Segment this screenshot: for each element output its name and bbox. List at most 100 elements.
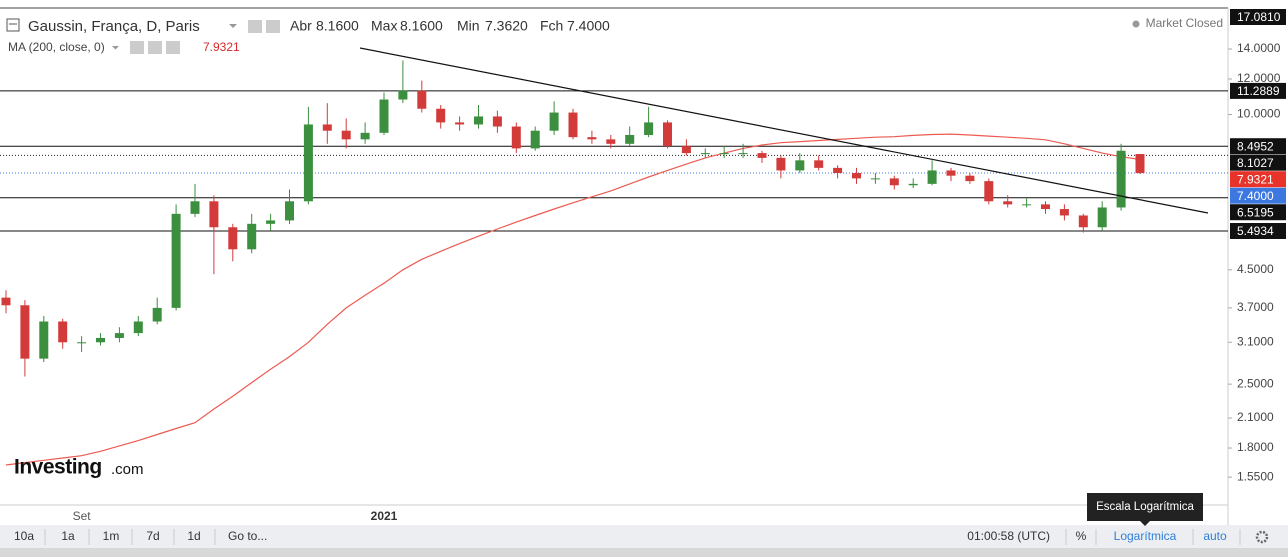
y-tick-label: 12.0000 xyxy=(1237,71,1281,85)
candle-body xyxy=(1059,209,1069,216)
candle-body xyxy=(417,90,427,109)
settings-icon[interactable] xyxy=(1255,530,1269,544)
candle-body xyxy=(58,321,68,343)
candle-body xyxy=(303,124,313,202)
level-label: 7.9321 xyxy=(1237,172,1274,186)
candle-body xyxy=(681,146,691,154)
caret[interactable] xyxy=(229,24,237,28)
candle-body xyxy=(663,122,672,147)
candle-body xyxy=(1003,201,1013,205)
tooltip xyxy=(1087,493,1203,521)
logo-brand: Investing xyxy=(14,456,102,479)
candle-body xyxy=(927,170,937,184)
range-group: 10a 1a 1m 7d 1d xyxy=(14,529,216,545)
toolbar xyxy=(0,525,1288,548)
y-tick-label: 1.5500 xyxy=(1237,469,1274,483)
candle-body xyxy=(96,337,105,343)
icon[interactable] xyxy=(248,20,262,33)
icon[interactable] xyxy=(130,41,144,54)
menu-icon[interactable] xyxy=(6,18,20,32)
candle-body xyxy=(984,181,994,202)
candle-body xyxy=(322,124,332,131)
candle-body xyxy=(870,178,880,180)
candle-body xyxy=(625,134,635,144)
candle-body xyxy=(549,112,559,131)
status-dot xyxy=(1132,20,1140,28)
level-label-box xyxy=(1230,9,1286,25)
candle-body xyxy=(530,130,540,149)
candle-body xyxy=(795,160,805,171)
y-tick-label: 2.5000 xyxy=(1237,376,1274,390)
candle-body xyxy=(20,305,30,359)
percent-button[interactable]: % xyxy=(1076,529,1087,543)
logo-suffix: .com xyxy=(111,461,144,478)
auto-button[interactable]: auto xyxy=(1203,529,1227,543)
candle-body xyxy=(436,108,446,123)
ma-line xyxy=(5,133,1141,466)
log-button[interactable]: Logarítmica xyxy=(1114,529,1177,543)
level-label: 6.5195 xyxy=(1237,205,1274,219)
candle-body xyxy=(1135,154,1145,174)
icon[interactable] xyxy=(166,41,180,54)
instrument-title: Gaussin, França, D, Paris xyxy=(28,18,200,35)
y-tick-label: 1.8000 xyxy=(1237,440,1274,454)
candle-body xyxy=(228,227,238,250)
candle-body xyxy=(644,122,654,135)
range-button[interactable]: 1d xyxy=(187,529,200,543)
level-label: 8.4952 xyxy=(1237,139,1274,153)
level-label: 17.0810 xyxy=(1237,10,1281,24)
candle-body xyxy=(455,122,465,125)
low-value: 7.3620 xyxy=(485,18,528,34)
open-label: Abr xyxy=(290,18,312,34)
candle-body xyxy=(360,132,370,140)
candle-body xyxy=(1078,215,1088,228)
goto-button[interactable]: Go to... xyxy=(228,529,267,543)
candle-body xyxy=(965,175,975,182)
range-button[interactable]: 1m xyxy=(103,529,120,543)
icon[interactable] xyxy=(266,20,280,33)
close-label: Fch xyxy=(540,18,563,34)
y-tick-label: 14.0000 xyxy=(1237,41,1281,55)
candle-body xyxy=(1116,150,1126,208)
candle-body xyxy=(247,223,257,250)
candle-body xyxy=(285,201,294,221)
candle-body xyxy=(114,333,124,338)
candle-body xyxy=(908,183,918,186)
candle-body xyxy=(757,153,767,158)
candle-body xyxy=(398,90,408,100)
high-label: Max xyxy=(371,18,397,34)
x-tick-label: 2021 xyxy=(371,509,398,523)
candle-body xyxy=(1,297,11,306)
candle-body xyxy=(152,307,162,322)
tooltip-arrow xyxy=(1140,521,1150,526)
level-label-box xyxy=(1230,82,1286,99)
level-label-box xyxy=(1230,171,1286,188)
candle-body xyxy=(341,130,351,140)
candle-body xyxy=(568,112,578,138)
range-button[interactable]: 1a xyxy=(61,529,75,543)
candle-body xyxy=(39,321,49,359)
candle-body xyxy=(587,137,597,140)
icon[interactable] xyxy=(148,41,162,54)
level-label-box xyxy=(1230,154,1286,171)
level-label: 8.1027 xyxy=(1237,156,1274,170)
close-value: 7.4000 xyxy=(567,18,610,34)
x-tick-label: Set xyxy=(73,509,92,523)
candle-body xyxy=(946,170,956,176)
range-button[interactable]: 10a xyxy=(14,529,34,543)
bottom-strip xyxy=(0,548,1288,557)
level-label: 5.4934 xyxy=(1237,224,1274,238)
level-label-box xyxy=(1230,223,1286,240)
candle-body xyxy=(266,220,276,224)
y-tick-label: 2.1000 xyxy=(1237,410,1274,424)
level-label: 11.2889 xyxy=(1237,84,1280,98)
ma-legend: MA (200, close, 0) xyxy=(8,40,105,54)
caret[interactable] xyxy=(112,46,119,50)
candle-body xyxy=(738,153,748,155)
y-tick-label: 10.0000 xyxy=(1237,107,1281,121)
candle-body xyxy=(379,99,389,133)
candle-body xyxy=(833,167,843,174)
candle-body xyxy=(190,201,200,214)
range-button[interactable]: 7d xyxy=(146,529,159,543)
